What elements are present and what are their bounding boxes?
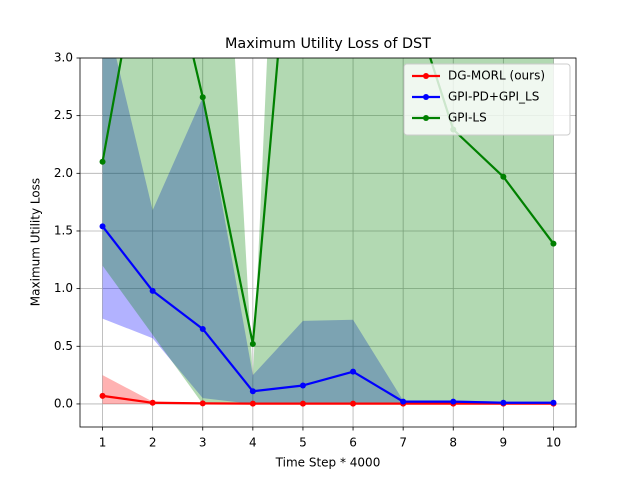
y-tick-label: 1.0 <box>54 281 73 295</box>
x-tick-label: 9 <box>500 436 508 450</box>
data-point <box>299 382 306 389</box>
x-tick-label: 2 <box>149 436 157 450</box>
data-point <box>99 392 106 399</box>
data-point <box>550 399 557 406</box>
data-point <box>199 94 206 101</box>
x-tick-label: 5 <box>299 436 307 450</box>
series-line <box>101 58 555 346</box>
y-tick-label: 1.5 <box>54 223 73 237</box>
chart-title: Maximum Utility Loss of DST <box>225 36 431 52</box>
legend-label: GPI-PD+GPI_LS <box>448 90 539 104</box>
confidence-band <box>102 58 554 404</box>
data-point <box>249 340 256 347</box>
legend-marker <box>423 73 429 79</box>
legend-marker <box>423 94 429 100</box>
line-layer <box>99 58 557 407</box>
data-point <box>299 400 306 407</box>
data-point <box>199 400 206 407</box>
x-tick-label: 10 <box>546 436 561 450</box>
legend-box <box>403 63 571 136</box>
data-point <box>249 388 256 395</box>
y-tick-label: 0.0 <box>54 396 73 410</box>
y-tick-label: 0.5 <box>54 339 73 353</box>
series-line <box>102 394 554 405</box>
data-point <box>500 399 507 406</box>
legend: DG-MORL (ours) GPI-PD+GPI_LS GPI-LS <box>403 63 571 136</box>
x-axis-label: Time Step * 4000 <box>275 456 381 470</box>
data-point <box>149 287 156 294</box>
x-tick-label: 3 <box>199 436 207 450</box>
y-tick-label: 2.0 <box>54 166 73 180</box>
x-tick-label: 6 <box>349 436 357 450</box>
y-axis-label: Maximum Utility Loss <box>29 178 43 306</box>
confidence-band <box>102 58 554 404</box>
data-point <box>99 158 106 165</box>
data-point <box>350 400 357 407</box>
plot-frame <box>79 57 577 428</box>
data-point <box>99 223 106 230</box>
axis-layer: 1 2 3 4 5 6 7 8 9 10 0.0 0.5 1.0 1.5 2.0 2.5 3.0 <box>54 51 561 450</box>
band-layer <box>102 58 554 404</box>
x-tick-label: 1 <box>99 436 107 450</box>
y-tick-label: 2.5 <box>54 108 73 122</box>
x-tick-label: 4 <box>249 436 257 450</box>
legend-label: DG-MORL (ours) <box>448 69 545 83</box>
legend-marker <box>423 115 429 121</box>
y-tick-label: 3.0 <box>54 51 73 65</box>
data-point <box>450 398 457 405</box>
data-point <box>199 325 206 332</box>
x-tick-label: 8 <box>449 436 457 450</box>
data-point <box>149 399 156 406</box>
series-line <box>101 225 554 404</box>
data-point <box>249 400 256 407</box>
data-point <box>550 240 557 247</box>
data-point <box>400 398 407 405</box>
x-tick-label: 7 <box>399 436 407 450</box>
legend-label: GPI-LS <box>448 111 487 125</box>
data-point <box>500 173 507 180</box>
data-point <box>350 368 357 375</box>
